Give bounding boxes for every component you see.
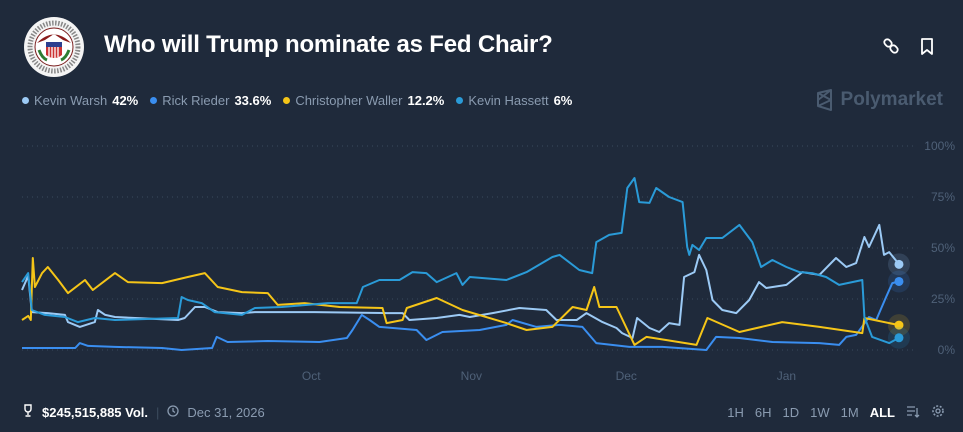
legend-dot <box>456 97 464 104</box>
divider: | <box>156 404 160 420</box>
settings-gear-icon[interactable] <box>931 404 945 421</box>
bookmark-icon[interactable] <box>917 36 937 56</box>
link-icon[interactable] <box>881 36 901 56</box>
series-line-rick-rieder <box>22 280 900 351</box>
y-tick-label: 50% <box>931 241 955 255</box>
chart-legend: Kevin Warsh 42% Rick Rieder 33.6% Christophe… <box>22 93 572 108</box>
legend-value: 12.2% <box>407 93 445 108</box>
legend-dot <box>150 97 158 104</box>
x-tick-label: Oct <box>302 369 321 383</box>
legend-value: 33.6% <box>234 93 272 108</box>
series-line-christopher-waller <box>21 257 900 346</box>
series-line-kevin-hassett <box>21 177 900 345</box>
legend-dot <box>22 97 29 104</box>
legend-name: Kevin Hassett <box>468 93 549 108</box>
range-1h[interactable]: 1H <box>727 405 744 420</box>
legend-dot <box>283 97 291 104</box>
legend-name: Christopher Waller <box>295 93 403 108</box>
legend-item[interactable]: Rick Rieder 33.6% <box>150 93 271 108</box>
range-1w[interactable]: 1W <box>810 405 830 420</box>
x-tick-label: Dec <box>616 369 637 383</box>
polymarket-brand: Polymarket <box>815 89 943 111</box>
end-point-marker <box>894 333 904 343</box>
federal-reserve-seal-logo <box>24 17 84 77</box>
y-tick-label: 75% <box>931 190 955 204</box>
clock-icon <box>167 404 180 420</box>
range-all[interactable]: ALL <box>869 405 895 420</box>
brand-name: Polymarket <box>840 89 943 110</box>
end-point-marker <box>894 259 904 269</box>
legend-value: 42% <box>112 93 139 108</box>
sort-icon[interactable] <box>906 404 920 421</box>
x-tick-label: Jan <box>777 369 796 383</box>
volume-label: $245,515,885 Vol. <box>42 404 149 420</box>
y-tick-label: 25% <box>931 292 955 306</box>
legend-item[interactable]: Kevin Warsh 42% <box>22 93 138 108</box>
price-history-chart[interactable]: 100% 75% 50% 25% 0% Oct Nov Dec Jan <box>0 0 963 400</box>
end-date: Dec 31, 2026 <box>187 404 265 420</box>
range-6h[interactable]: 6H <box>754 405 772 420</box>
y-tick-label: 100% <box>924 139 955 153</box>
page-title: Who will Trump nominate as Fed Chair? <box>104 31 553 58</box>
legend-name: Rick Rieder <box>162 93 230 108</box>
legend-value: 6% <box>553 93 573 108</box>
end-point-marker <box>894 320 904 330</box>
trophy-icon <box>22 404 34 420</box>
series-line-kevin-warsh <box>21 223 900 339</box>
legend-item[interactable]: Kevin Hassett 6% <box>456 93 572 108</box>
legend-item[interactable]: Christopher Waller 12.2% <box>283 93 444 108</box>
polymarket-logo-icon <box>816 89 832 111</box>
x-tick-label: Nov <box>461 369 482 383</box>
range-1d[interactable]: 1D <box>782 405 800 420</box>
end-point-marker <box>894 276 904 286</box>
legend-name: Kevin Warsh <box>34 93 108 108</box>
range-1m[interactable]: 1M <box>840 405 859 420</box>
y-tick-label: 0% <box>938 343 956 357</box>
